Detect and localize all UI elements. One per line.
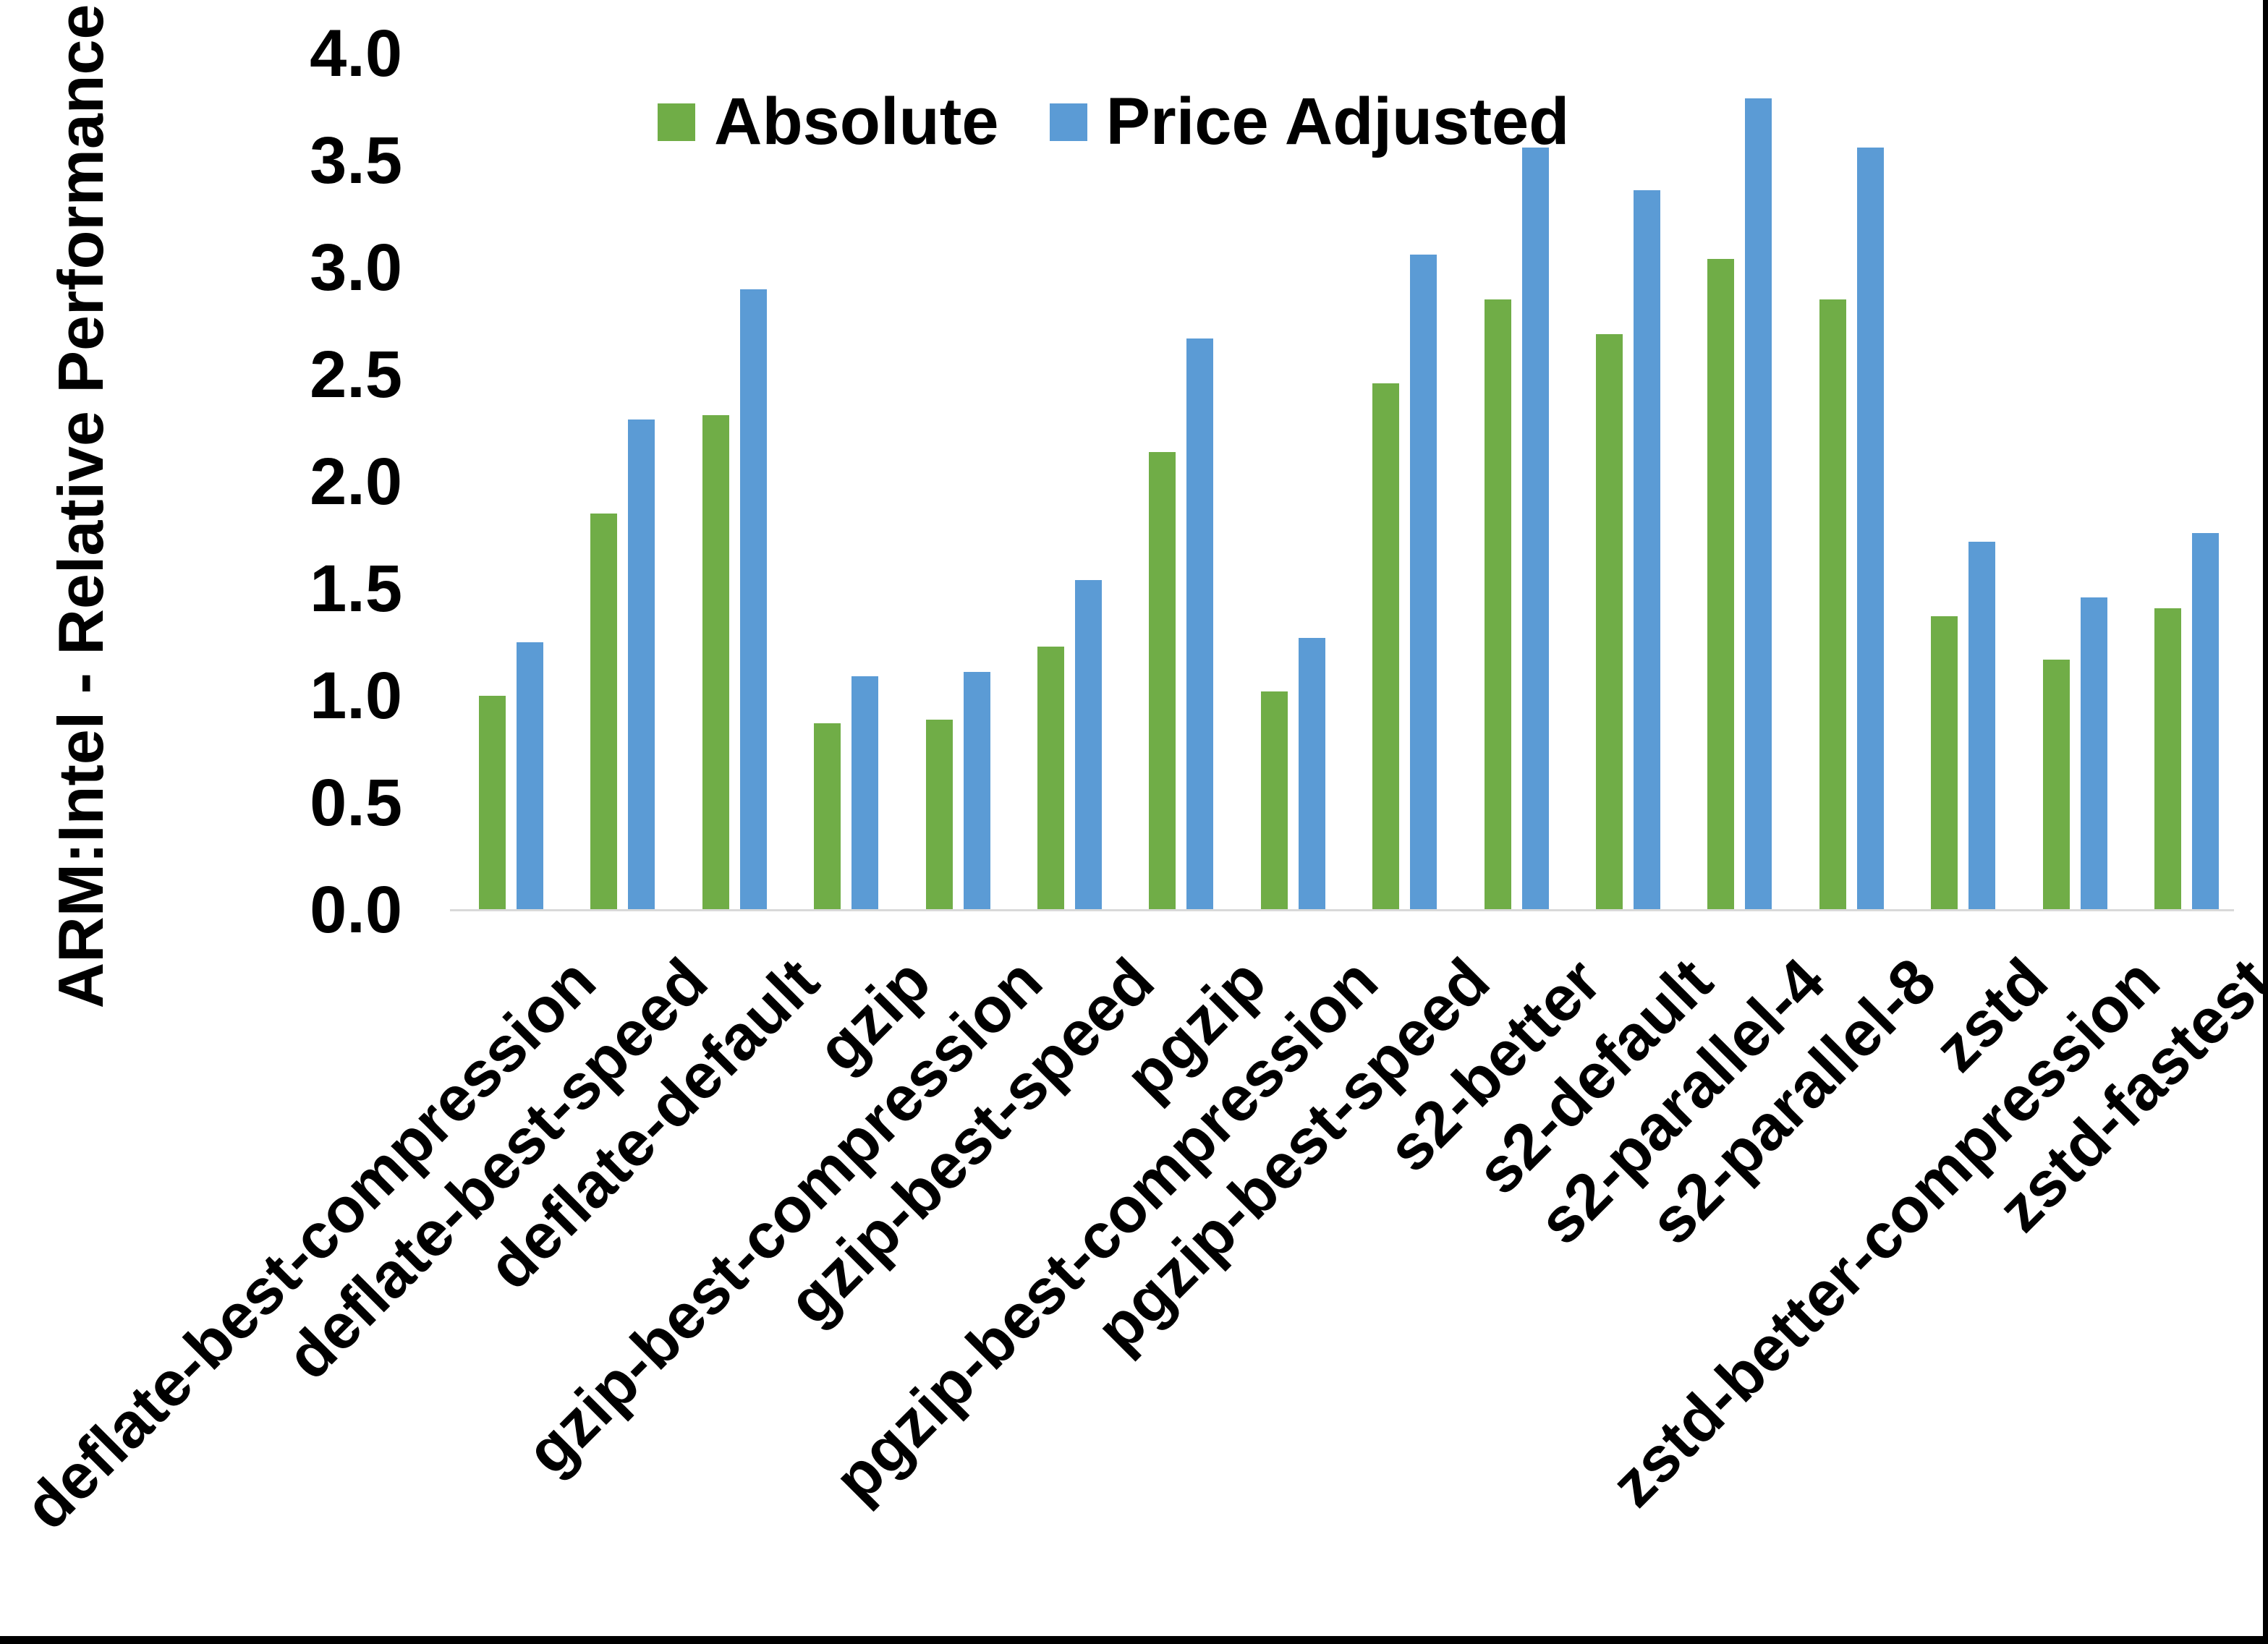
legend-label-absolute: Absolute [714,85,999,158]
legend-label-price-adjusted: Price Adjusted [1105,85,1570,158]
legend-item-absolute: Absolute [658,84,999,160]
bar-absolute-zstd [1931,616,1958,910]
bar-price-adjusted-pgzip [1186,338,1214,910]
bar-absolute-pgzip [1149,452,1176,910]
y-tick-label-1.5: 1.5 [310,552,402,626]
bar-absolute-s2-better [1484,299,1511,910]
bar-price-adjusted-s2-better [1521,148,1549,910]
y-tick-label-1.0: 1.0 [310,659,402,733]
y-tick-label-0.0: 0.0 [310,873,402,947]
x-axis-line [450,909,2234,911]
y-tick-label-3.5: 3.5 [310,124,402,197]
legend-swatch-absolute-icon [658,103,695,141]
y-tick-label-3.0: 3.0 [310,231,402,304]
bar-absolute-pgzip-best-compression [1260,691,1288,910]
legend-item-price-adjusted: Price Adjusted [1049,84,1570,160]
bar-price-adjusted-s2-default [1634,190,1660,910]
legend-swatch-price-adjusted-icon [1049,103,1087,141]
bar-price-adjusted-gzip-best-speed [1075,580,1102,910]
y-tick-label-4.0: 4.0 [310,17,402,90]
bar-absolute-s2-parallel-4 [1707,259,1735,910]
bar-price-adjusted-zstd [1968,542,1996,910]
bar-price-adjusted-gzip [851,676,879,910]
y-tick-label-2.0: 2.0 [310,445,402,519]
bar-price-adjusted-zstd-fastest [2192,533,2219,910]
y-tick-label-2.5: 2.5 [310,338,402,412]
bar-price-adjusted-pgzip-best-speed [1410,255,1437,910]
bar-price-adjusted-zstd-better-compression [2080,597,2107,910]
bar-absolute-s2-parallel-8 [1819,299,1846,910]
bar-price-adjusted-s2-parallel-8 [1856,148,1884,910]
bar-absolute-deflate-best-compression [479,696,506,910]
legend: Absolute Price Adjusted [658,84,1569,160]
bar-absolute-deflate-default [702,415,729,910]
bar-price-adjusted-gzip-best-compression [963,672,990,910]
bar-absolute-pgzip-best-speed [1372,383,1400,910]
bar-absolute-gzip-best-compression [925,720,953,910]
bar-absolute-deflate-best-speed [590,514,618,910]
window-edge-bottom [0,1636,2268,1644]
bar-price-adjusted-deflate-best-compression [517,642,543,910]
bar-price-adjusted-pgzip-best-compression [1298,638,1325,910]
bar-price-adjusted-deflate-best-speed [628,419,655,910]
y-axis-title: ARM:Intel - Relative Performance [45,4,116,1009]
bar-price-adjusted-s2-parallel-4 [1745,98,1772,910]
bar-absolute-gzip [814,723,841,910]
bar-absolute-s2-default [1596,334,1623,910]
bar-absolute-gzip-best-speed [1037,647,1064,910]
bar-price-adjusted-deflate-default [739,289,767,910]
bar-absolute-zstd-better-compression [2042,660,2070,910]
bar-absolute-zstd-fastest [2154,608,2181,910]
window-edge-right [2263,0,2268,1644]
y-tick-label-0.5: 0.5 [310,766,402,840]
